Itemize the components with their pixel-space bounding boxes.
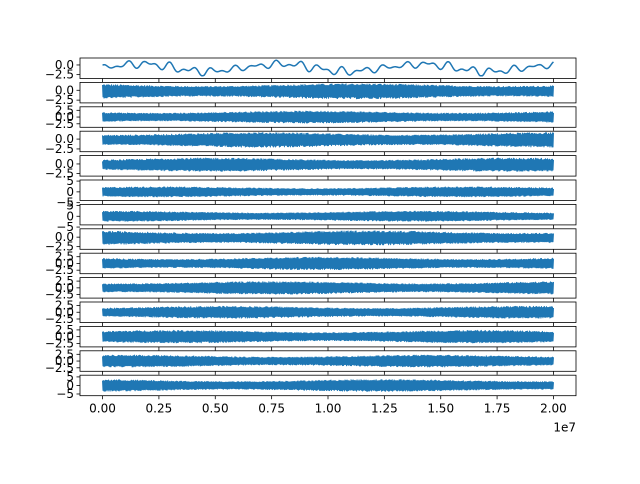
series-line-14	[102, 379, 554, 392]
y-tick-label-1-2: −2.5	[45, 68, 74, 82]
y-tick-label-6-3: −5	[56, 196, 74, 210]
x-offset-label: 1e7	[553, 421, 576, 435]
x-tick-label-5: 1.00	[315, 402, 342, 416]
subplot-7: 50−5	[56, 198, 577, 234]
y-tick-label-7-1: 5	[66, 198, 74, 212]
series-line-2	[102, 83, 554, 100]
x-tick-label-8: 1.75	[484, 402, 511, 416]
x-tick-label-7: 1.50	[427, 402, 454, 416]
series-line-13	[102, 354, 554, 368]
y-tick-label-12-1: 2.5	[55, 323, 74, 337]
y-tick-label-4-1: 0.0	[55, 132, 74, 146]
series-line-9	[102, 256, 554, 271]
x-tick-label-2: 0.25	[146, 402, 173, 416]
y-tick-label-8-1: 0.0	[55, 230, 74, 244]
series-line-3	[102, 110, 554, 124]
series-line-6	[102, 186, 554, 198]
subplot-3: 2.50.0−2.5	[45, 103, 577, 131]
subplot-4: 0.0−2.5	[45, 130, 577, 156]
subplot-12: 2.50.0−2.5	[45, 323, 577, 351]
x-tick-label-6: 1.25	[371, 402, 398, 416]
subplot-14: 50−5	[56, 370, 577, 401]
y-tick-label-9-2: 0.0	[55, 256, 74, 270]
subplot-13: 2.50.0−2.5	[45, 347, 577, 375]
subplot-1: 0.0−2.5	[45, 57, 577, 82]
x-tick-label-4: 0.75	[258, 402, 285, 416]
subplot-10: 2.50.0−2.5	[45, 274, 577, 302]
y-tick-label-7-2: 0	[66, 209, 74, 223]
series-line-10	[102, 281, 554, 295]
x-axis: 0.00 0.25 0.50 0.75 1.00 1.25 1.50 1.75 2.00 1e7	[89, 402, 576, 435]
y-tick-label-13-3: −2.5	[45, 361, 74, 375]
y-tick-label-4-2: −2.5	[45, 142, 74, 156]
y-tick-label-6-2: 0	[66, 185, 74, 199]
series-line-8	[102, 230, 554, 246]
subplot-6: 50−5	[56, 174, 577, 210]
series-line-7	[102, 210, 554, 222]
y-tick-label-3-1: 2.5	[55, 103, 74, 117]
y-tick-label-5-1: 0.0	[55, 157, 74, 171]
y-tick-label-3-3: −2.5	[45, 117, 74, 131]
y-tick-label-1-1: 0.0	[55, 58, 74, 72]
y-tick-label-12-2: 0.0	[55, 330, 74, 344]
y-tick-label-10-1: 2.5	[55, 274, 74, 288]
y-tick-label-12-3: −2.5	[45, 336, 74, 350]
subplot-2: 0.0−2.5	[45, 82, 577, 107]
y-tick-label-11-2: 0.0	[55, 305, 74, 319]
y-tick-label-14-1: 5	[66, 370, 74, 384]
x-tick-label-3: 0.50	[202, 402, 229, 416]
y-tick-label-10-3: −2.5	[45, 288, 74, 302]
subplot-11: 2.50.0−2.5	[45, 299, 577, 326]
y-tick-label-11-1: 2.5	[55, 299, 74, 313]
y-tick-label-14-3: −5	[56, 387, 74, 401]
y-tick-label-10-2: 0.0	[55, 281, 74, 295]
series-line-4	[102, 132, 554, 148]
subplot-5: 0.0−2.5	[45, 155, 577, 180]
y-tick-label-13-1: 2.5	[55, 347, 74, 361]
y-tick-label-9-3: −2.5	[45, 263, 74, 277]
y-tick-label-2-2: −2.5	[45, 93, 74, 107]
y-tick-label-11-3: −2.5	[45, 312, 74, 326]
x-tick-label-1: 0.00	[89, 402, 116, 416]
y-tick-label-7-3: −5	[56, 220, 74, 234]
subplot-8: 0.0−2.5	[45, 228, 577, 254]
y-tick-label-8-2: −2.5	[45, 240, 74, 254]
series-line-5	[102, 157, 554, 172]
subplots: 0.0−2.50.0−2.52.50.0−2.50.0−2.50.0−2.550…	[45, 57, 577, 401]
y-tick-label-3-2: 0.0	[55, 110, 74, 124]
y-tick-label-6-1: 5	[66, 174, 74, 188]
y-tick-label-13-2: 0.0	[55, 354, 74, 368]
y-tick-label-5-2: −2.5	[45, 166, 74, 180]
series-line-12	[102, 329, 554, 344]
y-tick-label-2-1: 0.0	[55, 83, 74, 97]
subplot-9: 2.50.0−2.5	[45, 250, 577, 278]
series-line-11	[102, 305, 554, 319]
series-line-1	[102, 59, 554, 77]
y-tick-label-9-1: 2.5	[55, 250, 74, 264]
y-tick-label-14-2: 0	[66, 378, 74, 392]
x-tick-label-9: 2.00	[540, 402, 567, 416]
